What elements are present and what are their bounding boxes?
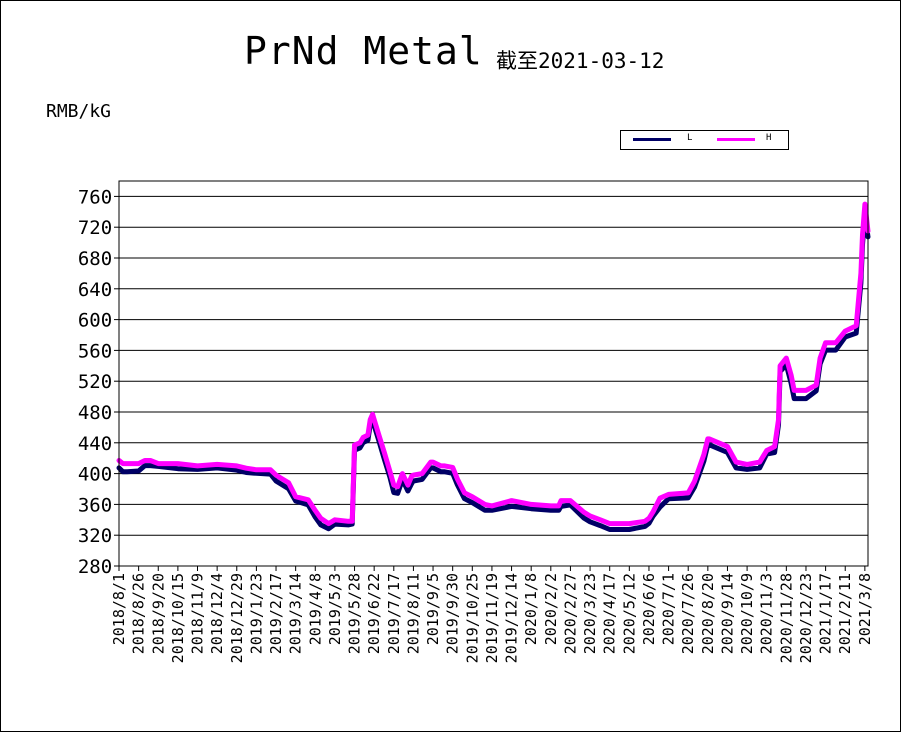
x-tick-label: 2020/1/8 xyxy=(522,573,540,645)
chart-title: PrNd Metal xyxy=(244,29,483,73)
x-tick-label: 2020/4/17 xyxy=(601,573,619,654)
x-tick-label: 2019/1/23 xyxy=(247,573,265,654)
x-tick-label: 2020/2/27 xyxy=(561,573,579,654)
x-tick-label: 2019/5/3 xyxy=(326,573,344,645)
chart-subtitle: 截至2021-03-12 xyxy=(496,49,665,73)
y-tick-label: 560 xyxy=(78,340,112,362)
x-tick-label: 2019/5/28 xyxy=(346,573,364,654)
x-tick-label: 2018/11/9 xyxy=(189,573,207,654)
x-tick-label: 2020/3/23 xyxy=(581,573,599,654)
y-tick-label: 480 xyxy=(78,402,112,424)
y-tick-label: 280 xyxy=(78,556,112,578)
x-tick-label: 2019/10/25 xyxy=(463,573,481,663)
x-tick-label: 2020/8/20 xyxy=(699,573,717,654)
x-tick-label: 2020/10/9 xyxy=(738,573,756,654)
legend-label-h: H xyxy=(766,133,772,143)
legend-swatch-l xyxy=(633,138,671,141)
x-tick-label: 2021/3/8 xyxy=(856,573,874,645)
x-tick-label: 2019/2/17 xyxy=(267,573,285,654)
x-tick-label: 2019/6/22 xyxy=(365,573,383,654)
x-tick-label: 2018/12/29 xyxy=(228,573,246,663)
y-tick-label: 360 xyxy=(78,494,112,516)
x-tick-label: 2020/9/14 xyxy=(718,573,736,654)
x-tick-label: 2018/10/15 xyxy=(169,573,187,663)
x-tick-label: 2019/7/17 xyxy=(385,573,403,654)
y-tick-label: 600 xyxy=(78,310,112,332)
x-tick-label: 2020/12/23 xyxy=(797,573,815,663)
y-tick-label: 760 xyxy=(78,186,112,208)
y-tick-label: 720 xyxy=(78,217,112,239)
x-tick-label: 2021/2/11 xyxy=(836,573,854,654)
x-tick-label: 2018/8/26 xyxy=(130,573,148,654)
y-tick-label: 680 xyxy=(78,248,112,270)
series-line-h xyxy=(116,201,871,527)
x-tick-label: 2020/5/12 xyxy=(620,573,638,654)
x-tick-label: 2019/8/11 xyxy=(404,573,422,654)
x-tick-label: 2020/7/26 xyxy=(679,573,697,654)
x-tick-label: 2020/11/28 xyxy=(777,573,795,663)
y-tick-label: 520 xyxy=(78,371,112,393)
x-tick-label: 2019/11/19 xyxy=(483,573,501,663)
x-tick-label: 2018/8/1 xyxy=(110,573,128,645)
x-tick-label: 2020/11/3 xyxy=(758,573,776,654)
plot-border xyxy=(118,180,869,567)
x-tick-label: 2019/9/30 xyxy=(444,573,462,654)
x-tick-label: 2020/7/1 xyxy=(660,573,678,645)
legend-swatch-h xyxy=(717,138,755,141)
y-tick-label: 440 xyxy=(78,433,112,455)
x-tick-label: 2018/12/4 xyxy=(208,573,226,654)
x-tick-label: 2018/9/20 xyxy=(149,573,167,654)
x-tick-label: 2019/9/5 xyxy=(424,573,442,645)
legend-label-l: L xyxy=(687,133,693,143)
legend: L H xyxy=(620,130,789,150)
y-tick-label: 320 xyxy=(78,525,112,547)
x-tick-label: 2019/4/8 xyxy=(306,573,324,645)
x-tick-label: 2019/12/14 xyxy=(503,573,521,663)
plot-area xyxy=(118,180,869,567)
y-tick-label: 400 xyxy=(78,464,112,486)
x-tick-label: 2019/3/14 xyxy=(287,573,305,654)
x-tick-label: 2020/2/2 xyxy=(542,573,560,645)
x-tick-label: 2021/1/17 xyxy=(817,573,835,654)
x-tick-label: 2020/6/6 xyxy=(640,573,658,645)
y-axis-unit: RMB/kG xyxy=(46,101,112,122)
y-tick-label: 640 xyxy=(78,279,112,301)
